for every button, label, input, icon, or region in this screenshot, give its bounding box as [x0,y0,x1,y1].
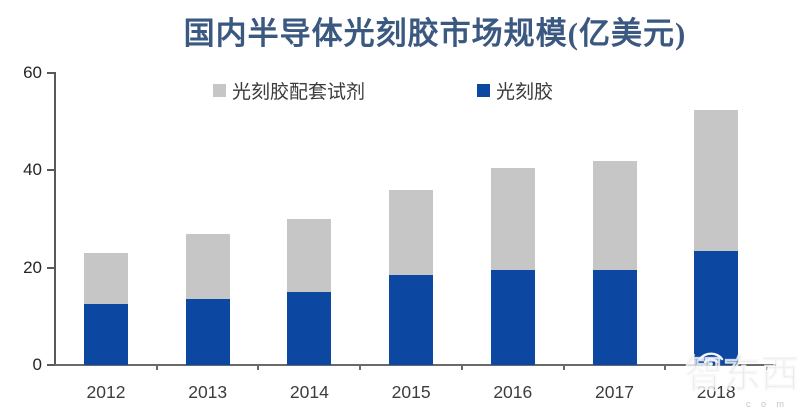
y-axis-label: 0 [32,355,42,374]
x-axis-tick [664,365,667,370]
wifi-icon [698,352,724,366]
y-axis-label: 20 [23,257,42,277]
bar-segment-photoresist [694,250,739,365]
chart-title: 国内半导体光刻胶市场规模(亿美元) [183,16,687,51]
x-axis-label: 2018 [696,382,736,402]
watermark-brand: 智东西 [684,354,800,397]
bar-segment-reagent [84,253,128,305]
x-axis-tick [257,365,260,370]
y-axis-label: 60 [23,63,42,82]
x-axis-tick [155,365,158,370]
bar-segment-photoresist [185,299,230,365]
x-axis-tick [460,365,463,370]
bar-segment-photoresist [287,292,332,365]
x-axis-label: 2015 [391,382,431,402]
y-axis-label: 40 [23,160,42,180]
bar-segment-reagent [490,167,535,271]
legend-swatch-gray [213,84,226,97]
y-axis-line [54,72,56,365]
y-axis-tick [47,266,55,269]
x-axis-label: 2017 [595,382,634,402]
x-axis-tick [359,365,362,370]
bar-segment-reagent [185,233,230,300]
bar-segment-reagent [287,219,332,292]
bar-segment-photoresist [84,304,128,365]
x-axis-tick [765,365,768,370]
bar-segment-photoresist [490,270,535,365]
bar-segment-reagent [592,160,637,271]
x-axis-tick [562,365,565,370]
bar-segment-reagent [389,189,434,275]
bar-segment-photoresist [592,270,637,365]
bar-segment-reagent [694,109,739,251]
legend-label-reagent: 光刻胶配套试剂 [232,82,366,103]
x-axis-line [54,364,776,366]
x-axis-label: 2013 [188,382,228,402]
y-axis-tick [47,72,55,74]
watermark-small-text: c o m [746,399,789,409]
legend-label-photoresist: 光刻胶 [496,82,554,103]
bar-segment-photoresist [389,274,434,365]
legend-item-photoresist: 光刻胶 [477,77,553,104]
y-axis-tick [47,364,55,366]
legend-swatch-blue [477,84,490,97]
x-axis-label: 2014 [289,382,329,402]
x-axis-label: 2016 [493,382,533,402]
legend-item-reagent: 光刻胶配套试剂 [213,77,365,104]
y-axis-tick [47,169,55,172]
x-axis-label: 2012 [86,382,126,402]
